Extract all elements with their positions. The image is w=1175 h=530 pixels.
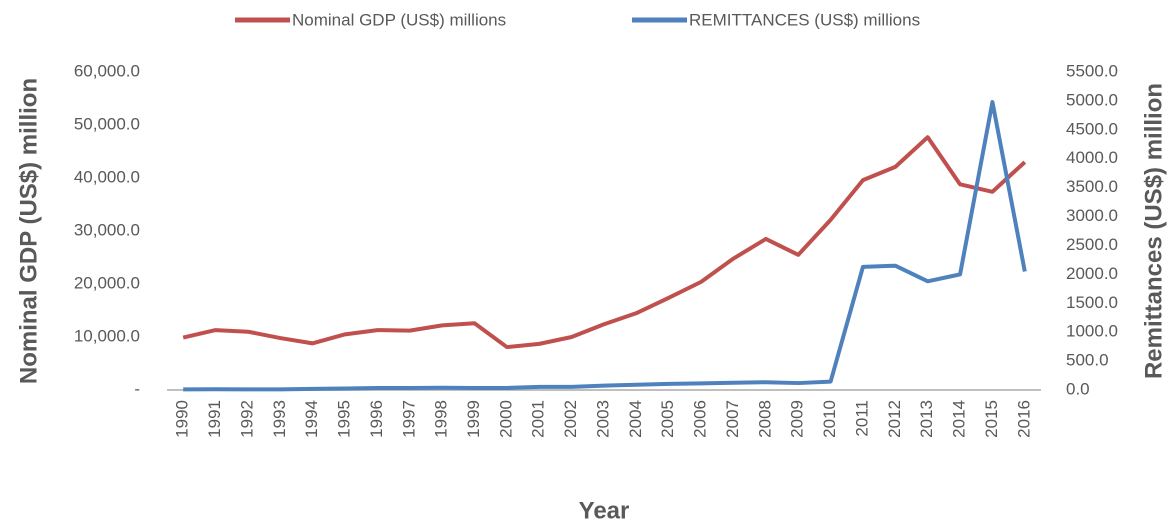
y-tick-label: 40,000.0 (74, 167, 140, 186)
x-tick-label: 2016 (1014, 400, 1033, 438)
y2-tick-label: 2000.0 (1066, 264, 1118, 283)
y2-tick-label: 3500.0 (1066, 177, 1118, 196)
series-line (183, 100, 1027, 392)
y-tick-label: 50,000.0 (74, 114, 140, 133)
x-tick-label: 2014 (950, 400, 969, 438)
y2-tick-label: 1500.0 (1066, 293, 1118, 312)
x-tick-label: 1990 (173, 400, 192, 438)
y-tick-label: 10,000.0 (74, 326, 140, 345)
y-tick-label: 30,000.0 (74, 220, 140, 239)
y2-tick-label: 2500.0 (1066, 235, 1118, 254)
x-tick-label: 2007 (723, 400, 742, 438)
x-tick-label: 1996 (367, 400, 386, 438)
y2-tick-label: 1000.0 (1066, 322, 1118, 341)
x-tick-label: 2010 (820, 400, 839, 438)
x-tick-label: 2001 (529, 400, 548, 438)
x-tick-label: 2000 (496, 400, 515, 438)
y2-tick-label: 5500.0 (1066, 61, 1118, 80)
series-line (182, 135, 1027, 350)
y2-tick-label: 4500.0 (1066, 119, 1118, 138)
y-tick-label: - (134, 379, 140, 398)
x-tick-label: 1998 (432, 400, 451, 438)
x-tick-label: 2013 (917, 400, 936, 438)
x-tick-label: 2011 (852, 400, 871, 437)
x-tick-label: 1995 (335, 400, 354, 438)
x-axis-title: Year (579, 497, 630, 524)
x-tick-label: 2008 (755, 400, 774, 438)
y-axis-title: Nominal GDP (US$) million (15, 78, 42, 384)
y2-tick-label: 4000.0 (1066, 148, 1118, 167)
x-tick-label: 1993 (270, 400, 289, 438)
x-tick-label: 2009 (788, 400, 807, 438)
x-tick-label: 2006 (691, 400, 710, 438)
y2-tick-label: 500.0 (1066, 351, 1109, 370)
x-tick-label: 1999 (464, 400, 483, 438)
x-tick-label: 2004 (626, 400, 645, 438)
y-tick-label: 20,000.0 (74, 273, 140, 292)
y2-tick-label: 3000.0 (1066, 206, 1118, 225)
y2-tick-label: 5000.0 (1066, 90, 1118, 109)
x-tick-label: 2012 (885, 400, 904, 438)
legend-label: REMITTANCES (US$) millions (689, 10, 920, 29)
y-tick-label: 60,000.0 (74, 61, 140, 80)
y2-tick-label: 0.0 (1066, 379, 1090, 398)
y2-axis-title: Remittances (US$) million (1140, 83, 1167, 379)
x-tick-label: 1991 (205, 400, 224, 438)
x-tick-label: 1997 (399, 400, 418, 438)
x-tick-label: 2015 (982, 400, 1001, 438)
legend-label: Nominal GDP (US$) millions (292, 10, 506, 29)
x-tick-label: 2005 (658, 400, 677, 438)
x-tick-label: 1994 (302, 400, 321, 438)
x-tick-label: 2003 (593, 400, 612, 438)
x-tick-label: 1992 (237, 400, 256, 438)
x-tick-label: 2002 (561, 400, 580, 438)
